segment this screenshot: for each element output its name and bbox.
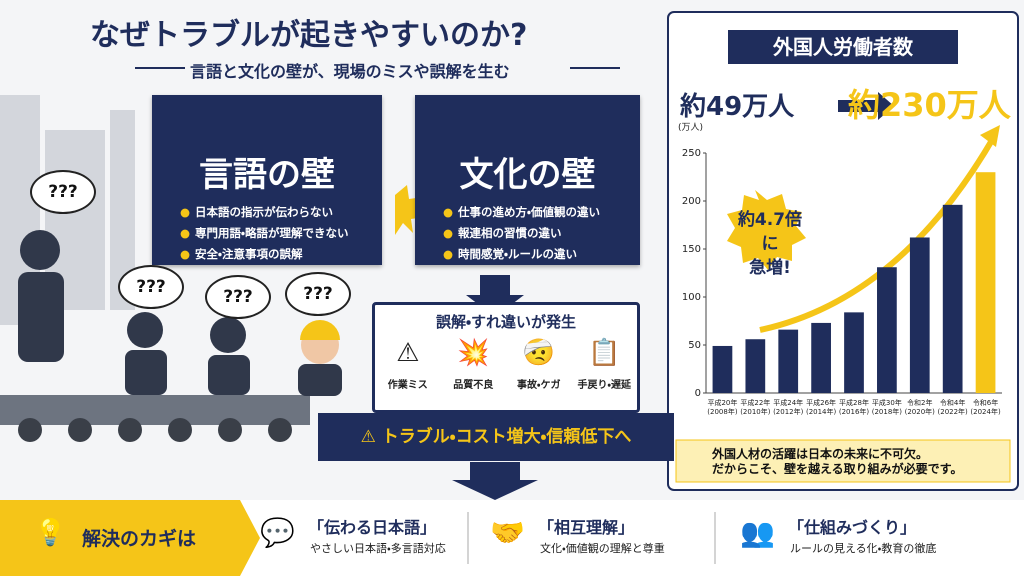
speech-bubble: ??? <box>205 275 271 319</box>
wall-item: 報連相の習慣の違い <box>443 225 640 241</box>
wall-title: 言語の壁 <box>199 155 335 195</box>
x-tick-label: 平成28年 (2016年) <box>838 399 870 416</box>
bar <box>811 322 831 393</box>
issue-label: 事故・ケガ <box>517 380 561 391</box>
issue-icon: 🤕 <box>522 338 555 368</box>
solution-text: 文化・価値観の理解と尊重 <box>540 542 665 555</box>
bar-chart: (万人) 0 50 100 150 200 250 <box>678 123 1002 399</box>
solution-icon: 🤝 <box>490 516 525 549</box>
issue-label: 作業ミス <box>387 380 428 391</box>
bar <box>745 339 766 393</box>
y-tick-label: 50 <box>688 340 701 351</box>
stats-note: 外国人材の活躍は日本の未来に不可欠。 だからこそ、壁を越える取り組みが必要です。 <box>712 447 963 476</box>
bar <box>909 237 930 393</box>
x-tick-label: 平成22年 (2010年) <box>740 399 771 416</box>
solution-title: 「仕組みづくり」 <box>788 518 917 537</box>
culture-wall: 文化の壁仕事の進め方・価値観の違い報連相の習慣の違い時間感覚・ルールの違い <box>415 95 640 265</box>
x-tick-label: 平成30年 (2018年) <box>871 399 903 416</box>
bar <box>778 329 799 393</box>
y-axis-label: (万人) <box>678 123 703 133</box>
wall-item: 専門用語・略語が理解できない <box>180 225 382 241</box>
issue: 💥 品質不良 <box>443 338 503 391</box>
solution-icon: 💬 <box>260 516 295 549</box>
issue-label: 品質不良 <box>453 380 494 391</box>
wall-title: 文化の壁 <box>459 155 596 195</box>
speech-bubble: ??? <box>285 272 351 316</box>
x-tick-label: 令和2年 (2020年) <box>904 399 935 416</box>
x-tick-label: 平成20年 (2008年) <box>707 399 738 416</box>
stats-to: 約230万人 <box>848 86 1011 124</box>
result-banner: ⚠ トラブル・コスト増大・信頼低下へ <box>318 413 674 461</box>
bar <box>942 204 963 393</box>
wall-item: 時間感覚・ルールの違い <box>443 246 640 262</box>
speech-bubble: ??? <box>118 265 184 309</box>
wall-item: 安全・注意事項の誤解 <box>180 246 382 262</box>
issue-icon: 💥 <box>457 338 490 368</box>
x-tick-label: 令和6年 (2024年) <box>970 399 1001 416</box>
issues-box: 誤解・すれ違いが発生 ⚠ 作業ミス 💥 品質不良 🤕 事故・ケガ 📋 手戻り・遅延 <box>372 302 640 413</box>
wall-item: 日本語の指示が伝わらない <box>180 204 382 220</box>
result-text: トラブル・コスト増大・信頼低下へ <box>381 427 632 447</box>
x-tick-label: 平成26年 (2014年) <box>805 399 837 416</box>
bar <box>975 172 996 393</box>
title: なぜトラブルが起きやすいのか? <box>90 18 528 53</box>
solution-text: ルールの見える化・教育の徹底 <box>790 542 937 555</box>
issues-title: 誤解・すれ違いが発生 <box>435 313 577 331</box>
wall-item: 仕事の進め方・価値観の違い <box>443 204 640 220</box>
burst-text: 約4.7倍に 急増! <box>737 210 803 278</box>
x-tick-label: 令和4年 (2022年) <box>937 399 968 416</box>
bar <box>712 345 733 393</box>
x-tick-label: 平成24年 (2012年) <box>773 399 804 416</box>
y-tick-label: 0 <box>695 388 701 399</box>
solution-title: 「伝わる日本語」 <box>308 518 437 537</box>
stats-from: 約49万人 <box>680 92 795 122</box>
y-tick-label: 200 <box>682 196 701 207</box>
language-wall: 言語の壁日本語の指示が伝わらない専門用語・略語が理解できない安全・注意事項の誤解 <box>152 95 382 265</box>
speech-bubble: ??? <box>30 170 96 214</box>
issue: 🤕 事故・ケガ <box>509 338 569 391</box>
bar <box>877 267 897 393</box>
issue-label: 手戻り・遅延 <box>577 380 631 391</box>
bulb-icon: 💡 <box>34 518 67 548</box>
solution-text: やさしい日本語・多言語対応 <box>310 542 446 555</box>
solution-icon: 👥 <box>740 516 775 549</box>
y-tick-label: 250 <box>682 148 701 159</box>
subtitle: 言語と文化の壁が、現場のミスや誤解を生む <box>190 62 510 81</box>
issue: ⚠ 作業ミス <box>378 338 438 391</box>
stats-title: 外国人労働者数 <box>728 30 958 64</box>
issue: 📋 手戻り・遅延 <box>574 338 634 391</box>
issue-icon: 📋 <box>588 338 621 368</box>
solutions-title: 解決のカギは <box>82 528 197 550</box>
issue-icon: ⚠ <box>396 338 420 368</box>
bar <box>844 312 864 393</box>
y-tick-label: 100 <box>682 292 701 303</box>
y-tick-label: 150 <box>682 244 701 255</box>
solution-title: 「相互理解」 <box>538 518 635 537</box>
